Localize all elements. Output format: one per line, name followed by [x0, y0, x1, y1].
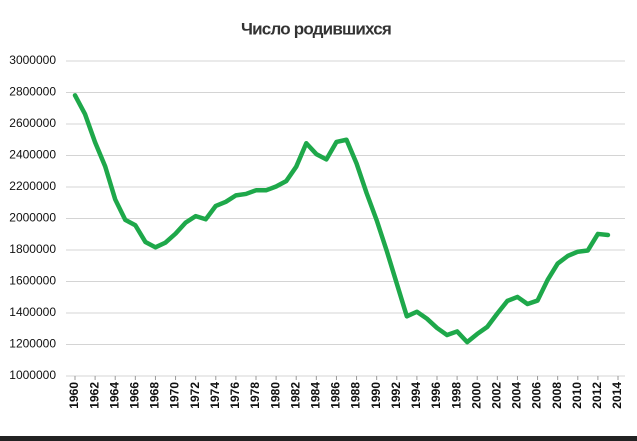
- y-tick-label: 1200000: [9, 337, 56, 351]
- x-tick-label: 1990: [369, 382, 383, 409]
- x-tick-label: 2000: [469, 382, 483, 409]
- y-tick-label: 2800000: [9, 85, 56, 99]
- x-tick-label: 1994: [409, 382, 423, 409]
- x-tick-label: 1984: [309, 382, 323, 409]
- y-tick-label: 1600000: [9, 274, 56, 288]
- x-tick-label: 2004: [510, 382, 524, 409]
- x-tick-label: 1966: [128, 382, 142, 409]
- bottom-bar: [0, 436, 637, 441]
- x-tick-label: 2010: [570, 382, 584, 409]
- x-tick-label: 1960: [67, 382, 81, 409]
- x-tick-label: 1986: [329, 382, 343, 409]
- x-tick-label: 1970: [168, 382, 182, 409]
- x-tick-label: 2012: [590, 382, 604, 409]
- x-tick-label: 1974: [208, 382, 222, 409]
- y-tick-label: 2400000: [9, 148, 56, 162]
- x-tick-label: 1988: [349, 382, 363, 409]
- x-tick-label: 1980: [268, 382, 282, 409]
- x-tick-label: 1998: [449, 382, 463, 409]
- x-tick-label: 1962: [87, 382, 101, 409]
- chart-title: Число родившихся: [241, 19, 391, 38]
- x-tick-label: 2002: [490, 382, 504, 409]
- x-tick-label: 1976: [228, 382, 242, 409]
- x-tick-label: 1996: [429, 382, 443, 409]
- data-line: [72, 93, 611, 345]
- x-tick-label: 1982: [288, 382, 302, 409]
- plot: [72, 93, 611, 345]
- x-tick-label: 1968: [148, 382, 162, 409]
- y-tick-label: 1400000: [9, 305, 56, 319]
- x-tick-label: 1992: [389, 382, 403, 409]
- y-tick-label: 2600000: [9, 116, 56, 130]
- y-tick-label: 1800000: [9, 242, 56, 256]
- y-tick-label: 3000000: [9, 53, 56, 67]
- y-tick-label: 2000000: [9, 211, 56, 225]
- x-tick-label: 1972: [188, 382, 202, 409]
- x-tick-label: 1964: [107, 382, 121, 409]
- x-tick-label: 1978: [248, 382, 262, 409]
- y-tick-label: 1000000: [9, 368, 56, 382]
- grid: 1000000 1200000 1400000 1600000 1800000 20000…: [9, 53, 625, 409]
- x-tick-label: 2006: [530, 382, 544, 409]
- x-tick-label: 2014: [610, 382, 624, 409]
- y-tick-label: 2200000: [9, 179, 56, 193]
- x-tick-label: 2008: [550, 382, 564, 409]
